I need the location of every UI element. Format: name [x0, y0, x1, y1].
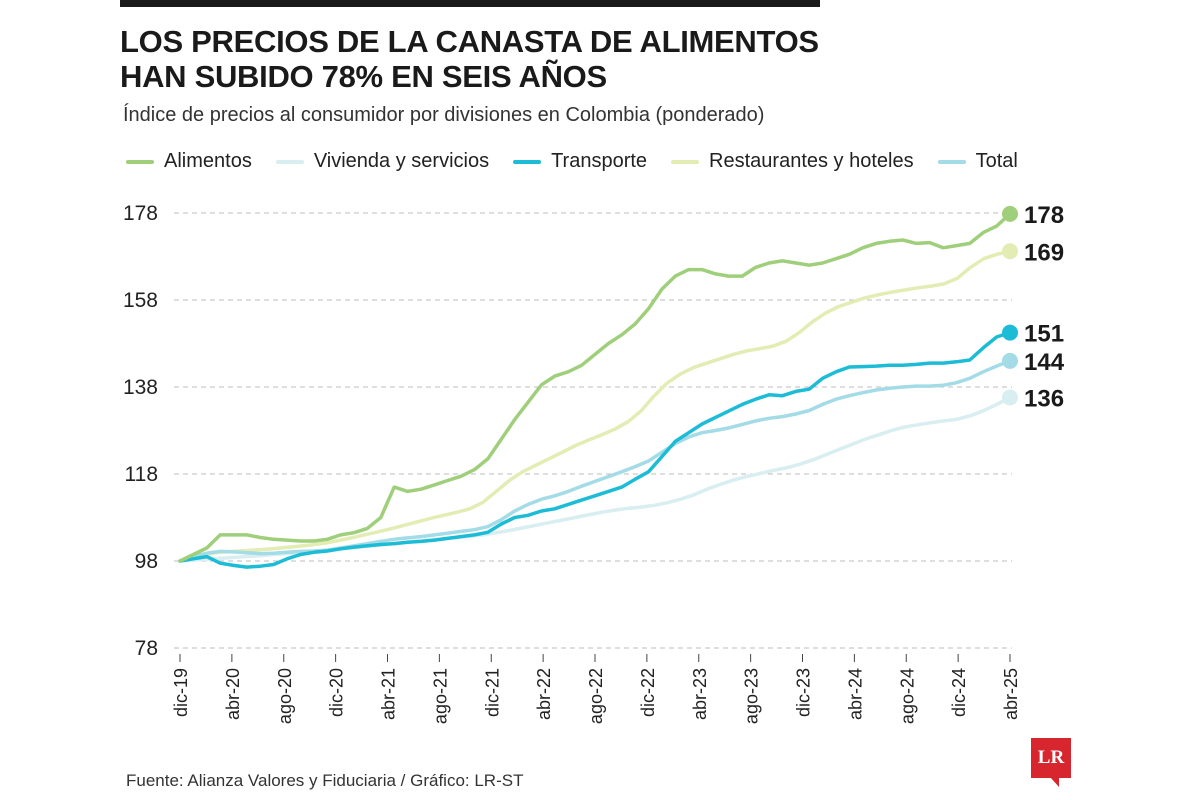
- legend-swatch-alimentos: [126, 159, 154, 164]
- x-tick-label: ago-23: [742, 668, 762, 724]
- chart-title: LOS PRECIOS DE LA CANASTA DE ALIMENTOS H…: [120, 24, 819, 94]
- legend-swatch-restaurantes-y-hoteles: [671, 159, 700, 164]
- y-tick-label: 178: [123, 202, 158, 225]
- legend-item-transporte: Transporte: [513, 150, 647, 173]
- chart-title-line-2: HAN SUBIDO 78% EN SEIS AÑOS: [120, 59, 607, 94]
- end-marker-restaurantes-y-hoteles: [1002, 243, 1018, 260]
- lr-logo-text: LR: [1037, 747, 1065, 768]
- chart-legend: Alimentos Vivienda y servicios Transporte R…: [126, 150, 1042, 173]
- y-tick-label: 98: [135, 550, 158, 573]
- x-tick-label: abr-23: [690, 668, 710, 720]
- y-tick-label: 118: [125, 463, 158, 486]
- end-label-transporte: 151: [1024, 321, 1064, 348]
- x-tick-label: abr-22: [534, 668, 554, 720]
- legend-item-total: Total: [937, 150, 1018, 173]
- legend-swatch-vivienda-y-servicios: [275, 159, 304, 164]
- source-note: Fuente: Alianza Valores y Fiduciaria / G…: [126, 771, 524, 790]
- x-tick-label: dic-21: [482, 668, 502, 717]
- x-tick-label: dic-22: [638, 668, 658, 717]
- legend-item-vivienda-y-servicios: Vivienda y servicios: [275, 150, 490, 173]
- x-tick-label: abr-20: [223, 668, 243, 720]
- end-marker-total: [1002, 352, 1018, 369]
- series-line-total: [178, 359, 1012, 563]
- x-tick-label: dic-24: [949, 668, 969, 717]
- y-tick-label: 158: [123, 289, 158, 312]
- x-tick-label: dic-19: [171, 668, 191, 717]
- x-tick-label: dic-20: [327, 668, 347, 717]
- legend-label-total: Total: [975, 150, 1018, 172]
- x-tick-label: abr-21: [379, 668, 399, 720]
- legend-label-vivienda-y-servicios: Vivienda y servicios: [313, 150, 490, 172]
- series-line-alimentos: [178, 212, 1012, 563]
- series-line-vivienda-y-servicios: [178, 395, 1012, 563]
- series-line-transporte: [178, 330, 1012, 569]
- top-accent-bar: [120, 0, 820, 7]
- legend-item-alimentos: Alimentos: [126, 150, 252, 173]
- chart-title-line-1: LOS PRECIOS DE LA CANASTA DE ALIMENTOS: [120, 24, 819, 59]
- end-marker-vivienda-y-servicios: [1002, 389, 1018, 406]
- x-tick-label: abr-25: [1001, 668, 1021, 720]
- x-tick-label: ago-22: [586, 668, 606, 724]
- end-marker-alimentos: [1002, 205, 1018, 222]
- legend-label-alimentos: Alimentos: [164, 150, 252, 172]
- x-tick-label: ago-21: [430, 668, 450, 724]
- y-tick-label: 138: [123, 376, 158, 399]
- legend-swatch-transporte: [513, 159, 542, 164]
- end-label-total: 144: [1024, 349, 1065, 376]
- legend-label-restaurantes-y-hoteles: Restaurantes y hoteles: [709, 150, 914, 172]
- legend-swatch-total: [937, 159, 966, 164]
- lr-logo-tail: [1050, 777, 1059, 787]
- legend-item-restaurantes-y-hoteles: Restaurantes y hoteles: [671, 150, 914, 173]
- x-tick-label: dic-23: [794, 668, 814, 717]
- x-tick-label: abr-24: [845, 668, 865, 720]
- y-tick-label: 78: [135, 637, 158, 660]
- end-marker-transporte: [1002, 324, 1018, 341]
- end-label-restaurantes-y-hoteles: 169: [1024, 239, 1064, 266]
- end-label-alimentos: 178: [1024, 202, 1064, 229]
- x-tick-label: ago-24: [897, 668, 917, 724]
- series-line-restaurantes-y-hoteles: [178, 249, 1012, 563]
- chart-subtitle: Índice de precios al consumidor por divi…: [123, 104, 765, 126]
- end-label-vivienda-y-servicios: 136: [1024, 385, 1064, 412]
- x-tick-label: ago-20: [275, 668, 295, 724]
- lr-logo: LR: [1031, 738, 1071, 778]
- legend-label-transporte: Transporte: [551, 150, 648, 172]
